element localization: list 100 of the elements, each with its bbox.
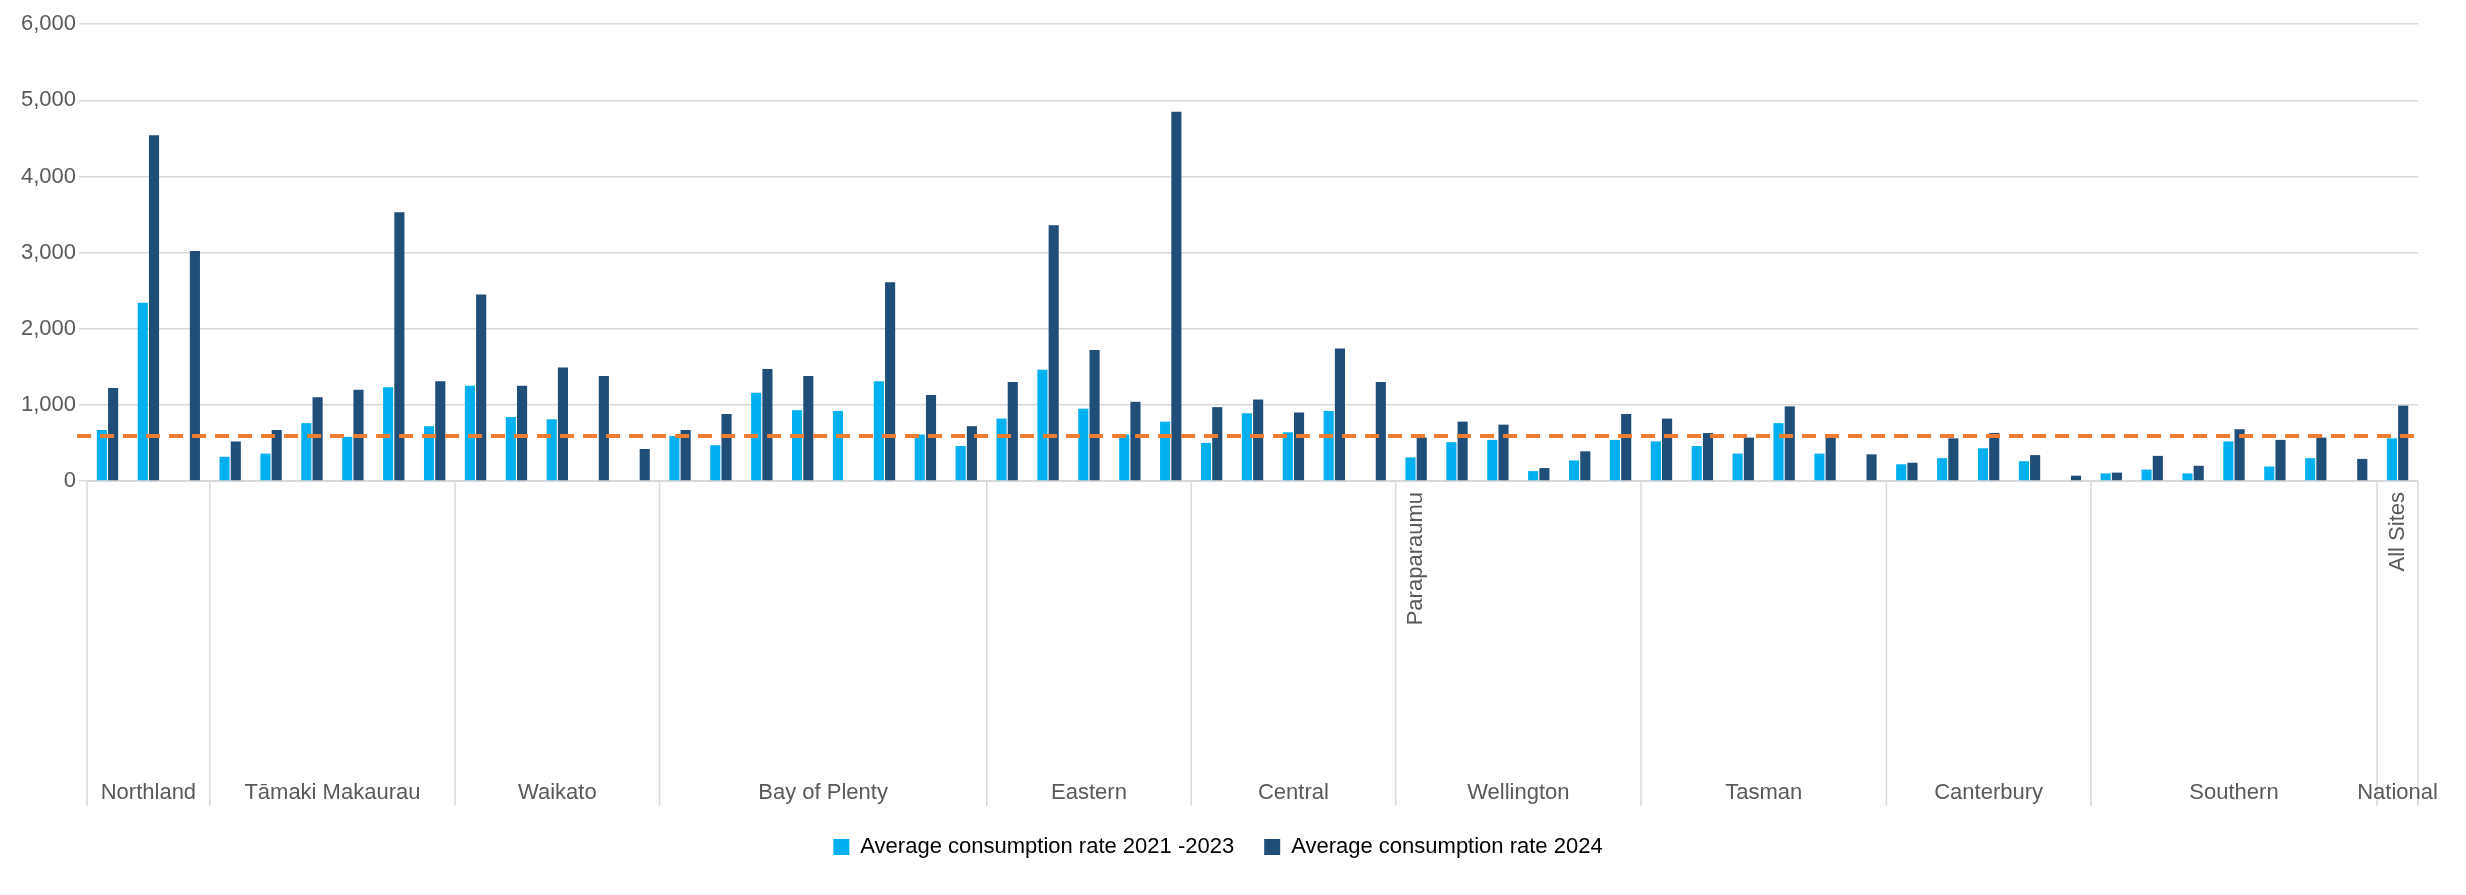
bar xyxy=(517,385,528,481)
text: Southern xyxy=(2189,779,2279,805)
bar xyxy=(1896,464,1907,481)
bar xyxy=(2234,429,2245,481)
bar xyxy=(1200,442,1212,481)
bar xyxy=(1989,433,2000,481)
text: Wellington xyxy=(1467,779,1570,805)
text: National xyxy=(2357,779,2438,805)
y-tick-label: 0 xyxy=(63,467,77,493)
bar xyxy=(1241,413,1252,481)
bar xyxy=(996,418,1007,481)
bar xyxy=(1580,451,1591,481)
bar xyxy=(832,410,844,481)
bar xyxy=(1119,434,1130,481)
bar xyxy=(2357,458,2368,481)
bar xyxy=(639,449,650,481)
bar xyxy=(2264,466,2275,481)
bar xyxy=(1375,382,1386,481)
bar xyxy=(762,369,773,481)
bar xyxy=(966,426,977,481)
bar xyxy=(383,387,394,481)
bar xyxy=(1609,439,1621,481)
bar xyxy=(1784,406,1795,481)
bar xyxy=(148,135,160,481)
bar xyxy=(1977,448,1989,481)
bar xyxy=(1253,399,1264,481)
text: Northland xyxy=(100,779,197,805)
bar xyxy=(394,212,405,481)
bar xyxy=(1743,437,1754,481)
y-tick-label: 2,000 xyxy=(20,314,77,340)
bar xyxy=(1405,457,1416,481)
bar xyxy=(1323,410,1334,481)
bar xyxy=(1621,414,1632,481)
bar xyxy=(2386,438,2397,481)
bar xyxy=(353,389,364,481)
bar xyxy=(2275,439,2286,481)
bar xyxy=(271,429,282,481)
bar xyxy=(721,414,732,481)
bar xyxy=(1048,225,1059,481)
bar xyxy=(2223,441,2234,481)
bar xyxy=(1539,468,1550,481)
bar xyxy=(2398,405,2409,481)
bar xyxy=(1937,458,1948,481)
bar xyxy=(260,453,271,481)
legend-label: Average consumption rate 2024 xyxy=(1291,833,1603,859)
bar xyxy=(435,381,446,481)
bar xyxy=(1702,433,1714,481)
bar xyxy=(1078,408,1089,481)
bar xyxy=(1866,454,1877,481)
bar xyxy=(669,436,680,481)
bar xyxy=(1171,111,1182,481)
x-tick-label: Paraparaumu xyxy=(1402,492,1428,626)
y-tick-label: 3,000 xyxy=(20,238,77,264)
y-tick-label: 4,000 xyxy=(20,162,77,188)
bar xyxy=(2152,455,2163,481)
bar xyxy=(2182,473,2193,481)
bar xyxy=(885,282,896,481)
bar xyxy=(1282,432,1293,481)
bar xyxy=(1089,350,1100,481)
bar xyxy=(505,417,516,481)
bar xyxy=(1130,401,1141,481)
bar xyxy=(2030,455,2041,481)
bar xyxy=(1907,462,1918,481)
y-tick-label: 6,000 xyxy=(20,10,77,36)
bar xyxy=(137,302,148,481)
bar xyxy=(464,385,475,481)
bar xyxy=(751,392,762,481)
x-tick-label: All Sites xyxy=(2383,492,2409,572)
bar xyxy=(925,394,937,481)
bar xyxy=(710,445,721,481)
legend-label: Average consumption rate 2021 -2023 xyxy=(860,833,1235,859)
bar xyxy=(1650,441,1661,481)
bar xyxy=(1948,438,1959,481)
bar xyxy=(1498,424,1509,481)
bar xyxy=(1293,412,1305,481)
bar xyxy=(301,423,312,481)
bar xyxy=(2018,461,2029,481)
bar xyxy=(792,410,803,481)
bar xyxy=(1528,471,1539,481)
bar xyxy=(803,375,814,481)
bar xyxy=(1446,442,1457,481)
bar xyxy=(108,388,119,481)
bar xyxy=(546,419,557,481)
bar xyxy=(230,441,241,481)
bar xyxy=(680,429,691,481)
bar xyxy=(873,381,884,481)
bar xyxy=(557,367,569,481)
bar xyxy=(1732,453,1743,481)
bar xyxy=(189,251,200,481)
bar xyxy=(914,434,925,481)
bar xyxy=(1487,439,1498,481)
bar xyxy=(1037,369,1048,481)
bar xyxy=(1691,445,1702,481)
bar xyxy=(1212,407,1223,481)
bar xyxy=(312,397,323,481)
bar xyxy=(2305,458,2316,481)
bar xyxy=(1457,421,1468,481)
y-tick-label: 5,000 xyxy=(20,86,77,112)
bar xyxy=(423,426,435,481)
text: Tasman xyxy=(1725,779,1803,805)
